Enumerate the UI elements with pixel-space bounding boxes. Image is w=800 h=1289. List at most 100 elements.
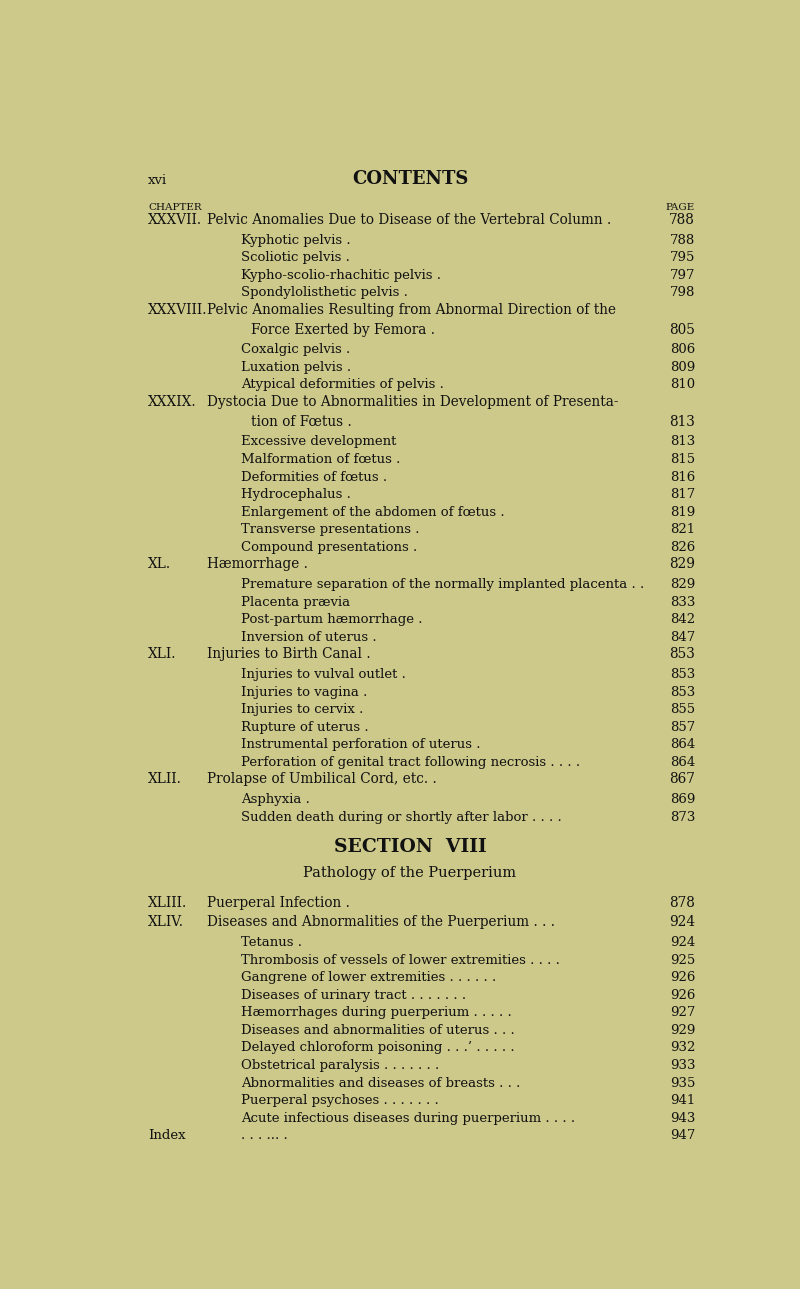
Text: 941: 941 [670,1094,695,1107]
Text: 797: 797 [670,269,695,282]
Text: Prolapse of Umbilical Cord, etc. .: Prolapse of Umbilical Cord, etc. . [207,772,437,786]
Text: Luxation pelvis .: Luxation pelvis . [241,361,351,374]
Text: 829: 829 [670,577,695,592]
Text: Force Exerted by Femora .: Force Exerted by Femora . [251,322,435,336]
Text: 813: 813 [670,415,695,429]
Text: Perforation of genital tract following necrosis . . . .: Perforation of genital tract following n… [241,755,580,768]
Text: Index: Index [148,1129,186,1142]
Text: 943: 943 [670,1111,695,1124]
Text: XLIV.: XLIV. [148,915,184,929]
Text: 855: 855 [670,703,695,717]
Text: Transverse presentations .: Transverse presentations . [241,523,419,536]
Text: Excessive development: Excessive development [241,436,397,449]
Text: Diseases and abnormalities of uterus . . .: Diseases and abnormalities of uterus . .… [241,1023,515,1036]
Text: Diseases of urinary tract . . . . . . .: Diseases of urinary tract . . . . . . . [241,989,466,1002]
Text: 926: 926 [670,989,695,1002]
Text: Deformities of fœtus .: Deformities of fœtus . [241,470,387,483]
Text: 864: 864 [670,755,695,768]
Text: Puerperal Infection .: Puerperal Infection . [207,896,350,910]
Text: SECTION  VIII: SECTION VIII [334,838,486,856]
Text: 935: 935 [670,1076,695,1089]
Text: 927: 927 [670,1007,695,1020]
Text: 829: 829 [669,557,695,571]
Text: Acute infectious diseases during puerperium . . . .: Acute infectious diseases during puerper… [241,1111,575,1124]
Text: Asphyxia .: Asphyxia . [241,793,310,806]
Text: 878: 878 [670,896,695,910]
Text: 853: 853 [670,647,695,661]
Text: 929: 929 [670,1023,695,1036]
Text: Kypho-scolio-rhachitic pelvis .: Kypho-scolio-rhachitic pelvis . [241,269,441,282]
Text: Placenta prævia: Placenta prævia [241,596,350,608]
Text: CHAPTER: CHAPTER [148,204,202,213]
Text: Atypical deformities of pelvis .: Atypical deformities of pelvis . [241,379,444,392]
Text: 867: 867 [670,772,695,786]
Text: Pelvic Anomalies Due to Disease of the Vertebral Column .: Pelvic Anomalies Due to Disease of the V… [207,213,611,227]
Text: 805: 805 [670,322,695,336]
Text: 788: 788 [670,233,695,246]
Text: 869: 869 [670,793,695,806]
Text: Thrombosis of vessels of lower extremities . . . .: Thrombosis of vessels of lower extremiti… [241,954,560,967]
Text: 924: 924 [670,936,695,949]
Text: 842: 842 [670,614,695,626]
Text: 933: 933 [670,1060,695,1072]
Text: Scoliotic pelvis .: Scoliotic pelvis . [241,251,350,264]
Text: 795: 795 [670,251,695,264]
Text: Injuries to Birth Canal .: Injuries to Birth Canal . [207,647,370,661]
Text: Rupture of uterus .: Rupture of uterus . [241,721,369,733]
Text: 816: 816 [670,470,695,483]
Text: PAGE: PAGE [666,204,695,213]
Text: 809: 809 [670,361,695,374]
Text: Abnormalities and diseases of breasts . . .: Abnormalities and diseases of breasts . … [241,1076,521,1089]
Text: XL.: XL. [148,557,171,571]
Text: Sudden death during or shortly after labor . . . .: Sudden death during or shortly after lab… [241,811,562,824]
Text: XXXVII.: XXXVII. [148,213,202,227]
Text: 813: 813 [670,436,695,449]
Text: 833: 833 [670,596,695,608]
Text: Hydrocephalus .: Hydrocephalus . [241,489,351,501]
Text: 810: 810 [670,379,695,392]
Text: 853: 853 [670,668,695,681]
Text: Spondylolisthetic pelvis .: Spondylolisthetic pelvis . [241,286,408,299]
Text: 873: 873 [670,811,695,824]
Text: Puerperal psychoses . . . . . . .: Puerperal psychoses . . . . . . . [241,1094,438,1107]
Text: 821: 821 [670,523,695,536]
Text: 947: 947 [670,1129,695,1142]
Text: Diseases and Abnormalities of the Puerperium . . .: Diseases and Abnormalities of the Puerpe… [207,915,555,929]
Text: Instrumental perforation of uterus .: Instrumental perforation of uterus . [241,739,481,751]
Text: 847: 847 [670,630,695,643]
Text: 819: 819 [670,505,695,518]
Text: 815: 815 [670,452,695,467]
Text: Post-partum hæmorrhage .: Post-partum hæmorrhage . [241,614,422,626]
Text: Hæmorrhages during puerperium . . . . .: Hæmorrhages during puerperium . . . . . [241,1007,512,1020]
Text: Tetanus .: Tetanus . [241,936,302,949]
Text: . . . ... .: . . . ... . [241,1129,288,1142]
Text: Dystocia Due to Abnormalities in Development of Presenta-: Dystocia Due to Abnormalities in Develop… [207,394,618,409]
Text: 857: 857 [670,721,695,733]
Text: XLIII.: XLIII. [148,896,187,910]
Text: 826: 826 [670,541,695,554]
Text: Premature separation of the normally implanted placenta . .: Premature separation of the normally imp… [241,577,644,592]
Text: Inversion of uterus .: Inversion of uterus . [241,630,377,643]
Text: CONTENTS: CONTENTS [352,170,468,188]
Text: Delayed chloroform poisoning . . .’ . . . . .: Delayed chloroform poisoning . . .’ . . … [241,1042,514,1054]
Text: 853: 853 [670,686,695,699]
Text: 864: 864 [670,739,695,751]
Text: Malformation of fœtus .: Malformation of fœtus . [241,452,401,467]
Text: 798: 798 [670,286,695,299]
Text: Hæmorrhage .: Hæmorrhage . [207,557,308,571]
Text: Injuries to vulval outlet .: Injuries to vulval outlet . [241,668,406,681]
Text: 932: 932 [670,1042,695,1054]
Text: Enlargement of the abdomen of fœtus .: Enlargement of the abdomen of fœtus . [241,505,505,518]
Text: Pelvic Anomalies Resulting from Abnormal Direction of the: Pelvic Anomalies Resulting from Abnormal… [207,303,616,317]
Text: 926: 926 [670,971,695,985]
Text: Injuries to cervix .: Injuries to cervix . [241,703,363,717]
Text: Kyphotic pelvis .: Kyphotic pelvis . [241,233,350,246]
Text: XXXIX.: XXXIX. [148,394,197,409]
Text: Gangrene of lower extremities . . . . . .: Gangrene of lower extremities . . . . . … [241,971,496,985]
Text: xvi: xvi [148,174,167,187]
Text: 806: 806 [670,343,695,356]
Text: Injuries to vagina .: Injuries to vagina . [241,686,367,699]
Text: 925: 925 [670,954,695,967]
Text: XLI.: XLI. [148,647,177,661]
Text: 817: 817 [670,489,695,501]
